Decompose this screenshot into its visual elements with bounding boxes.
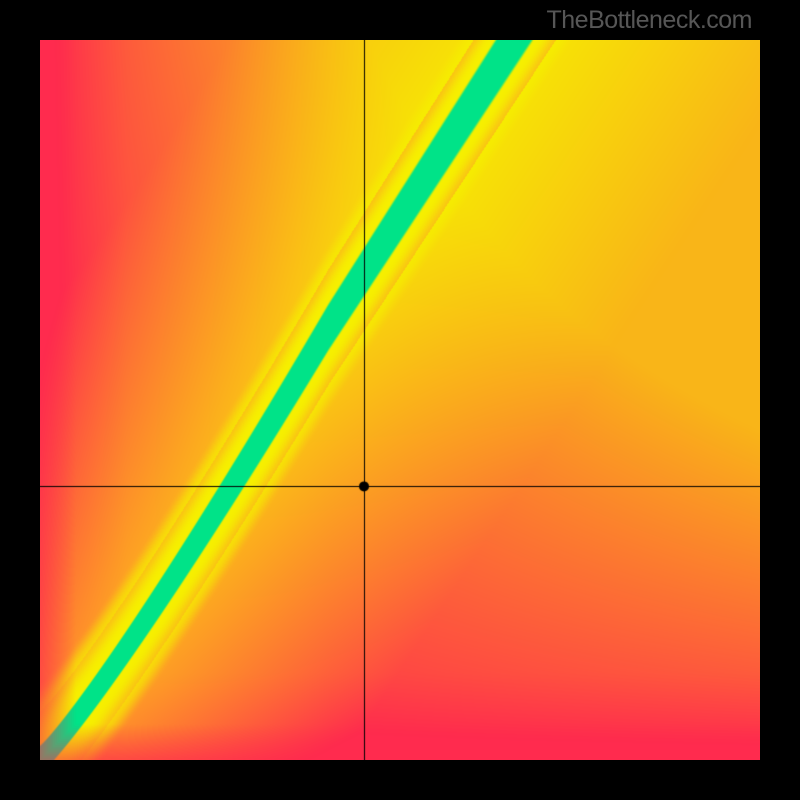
- watermark-text: TheBottleneck.com: [547, 6, 753, 35]
- chart-container: TheBottleneck.com: [0, 0, 800, 800]
- bottleneck-heatmap: [40, 40, 760, 760]
